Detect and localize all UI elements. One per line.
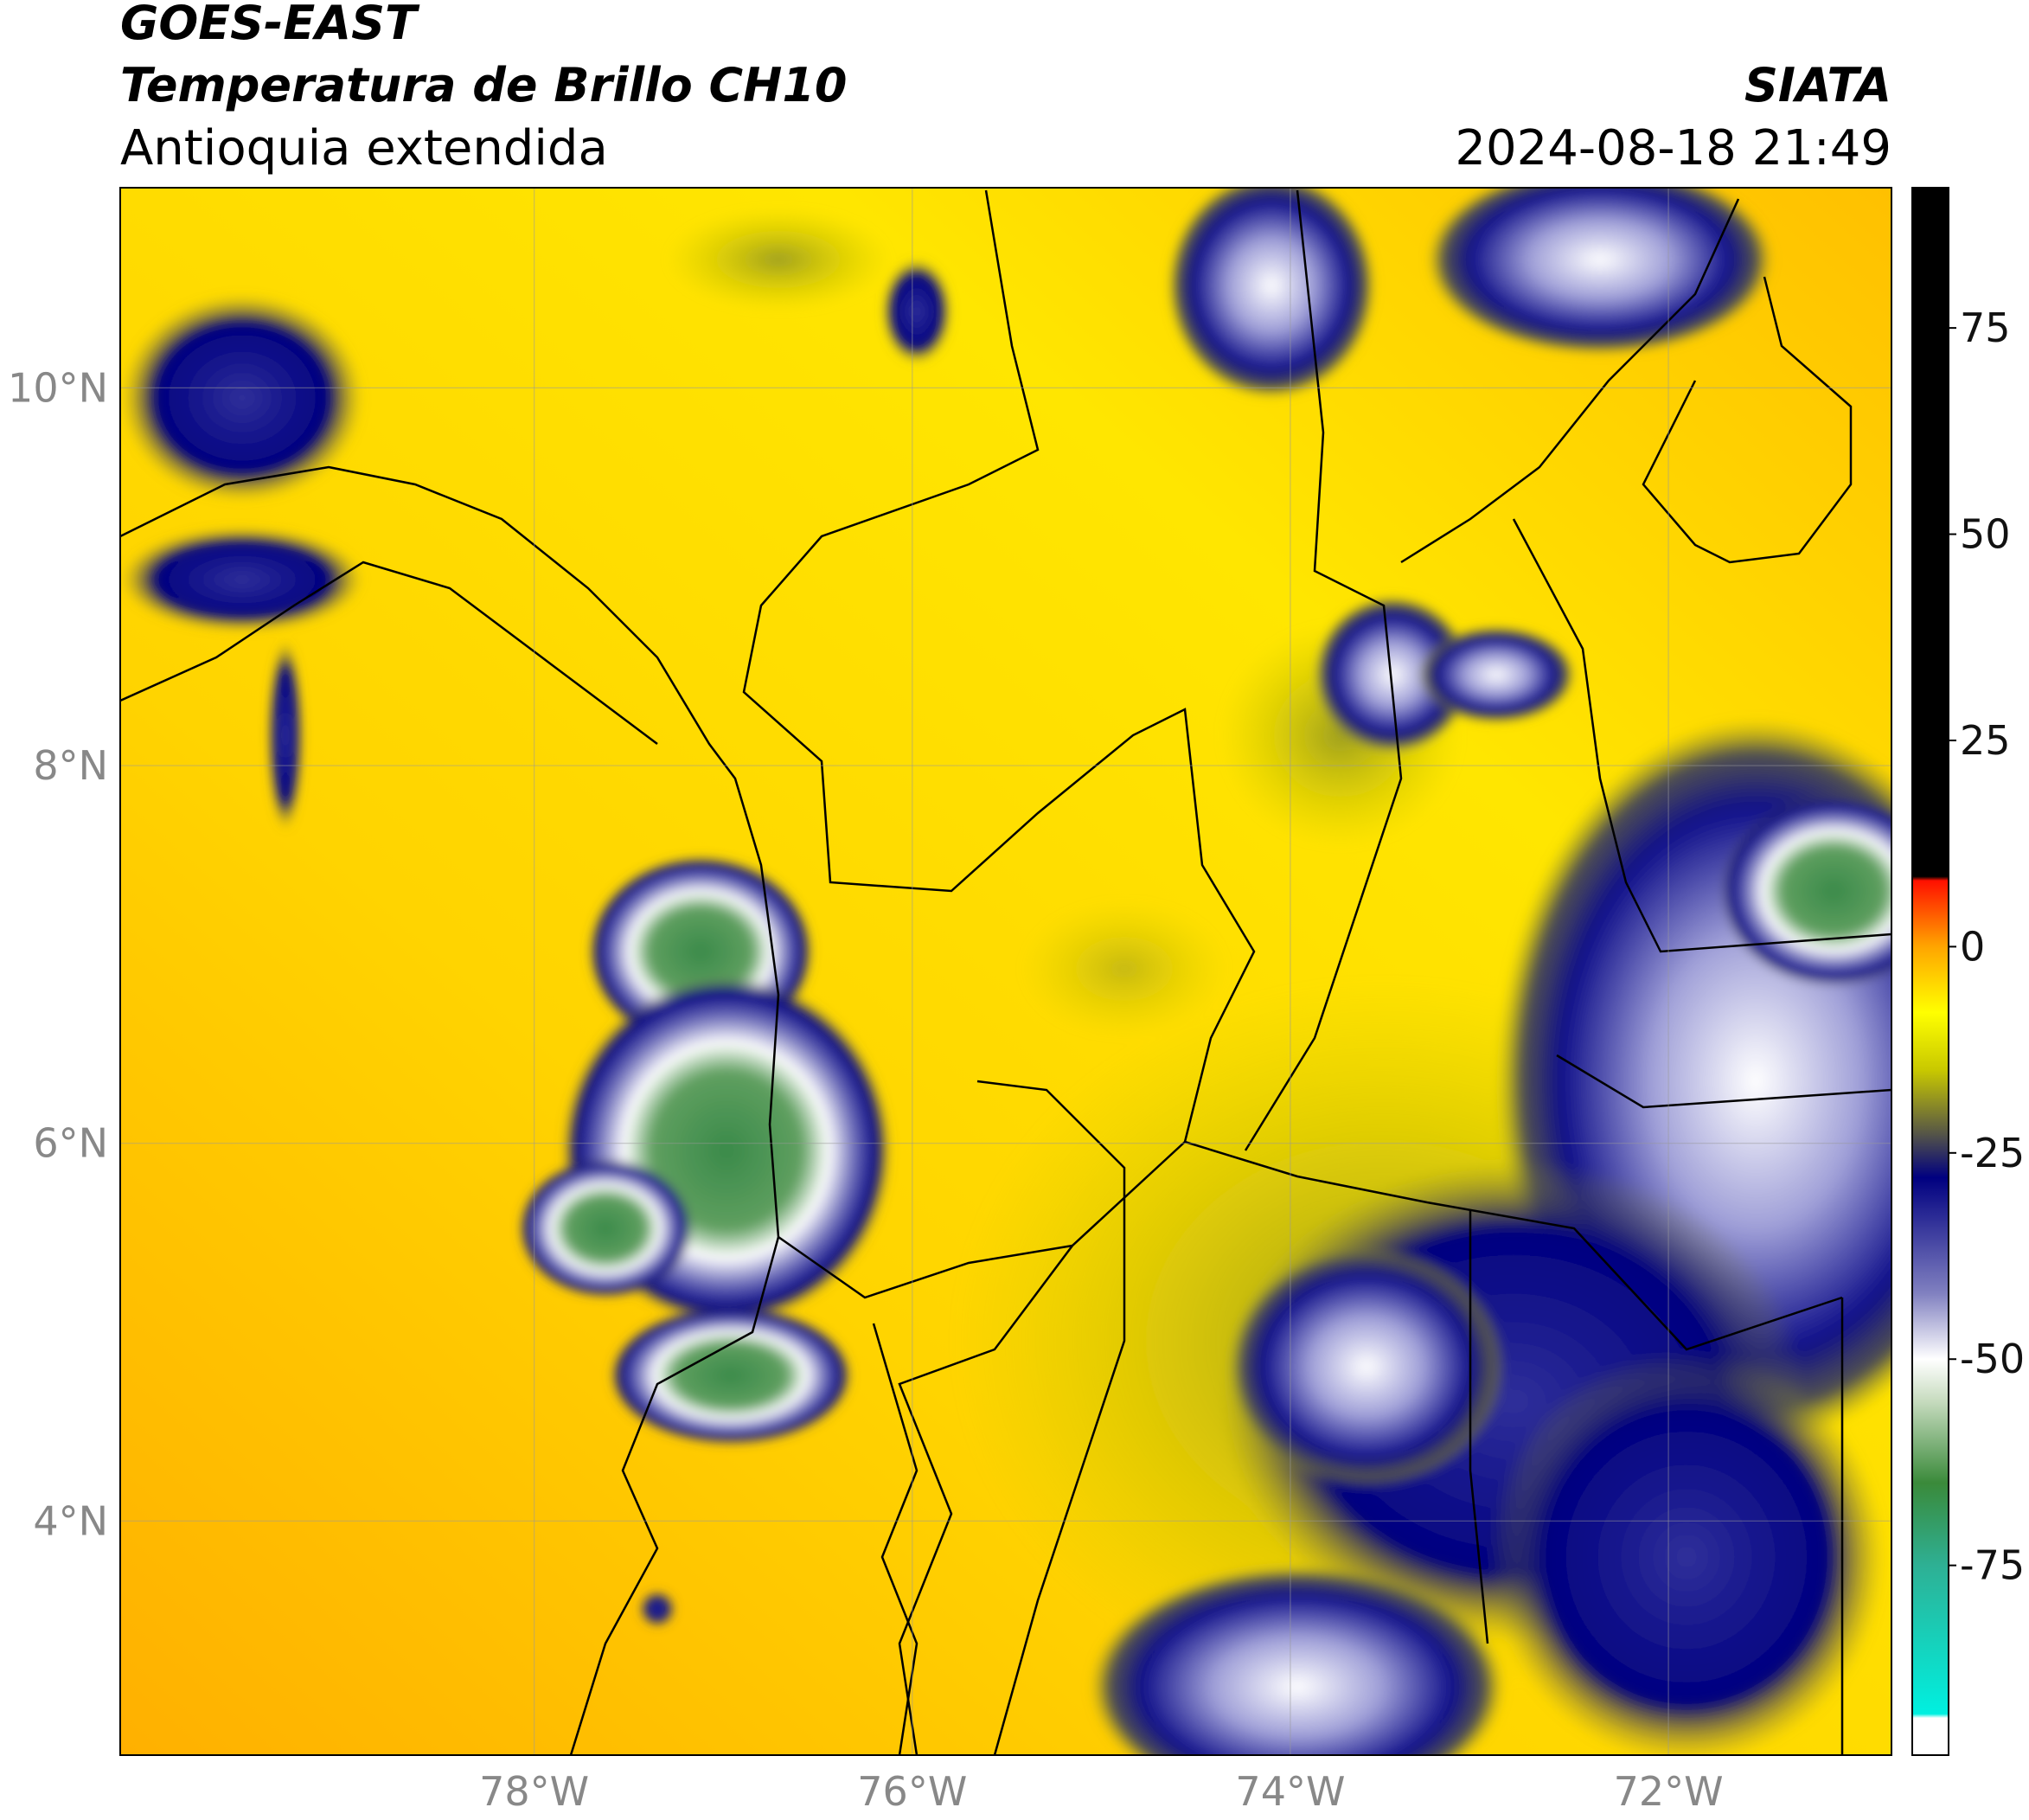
region: Antioquia extendida xyxy=(120,120,608,176)
y-tick-label: 6°N xyxy=(33,1120,108,1167)
x-tick-label: 74°W xyxy=(1235,1768,1345,1815)
datetime: 2024-08-18 21:49 xyxy=(1455,120,1891,176)
x-tick-label: 72°W xyxy=(1614,1768,1724,1815)
grid xyxy=(120,188,1891,1755)
y-tick-label: 10°N xyxy=(8,364,108,411)
x-tick-label: 76°W xyxy=(857,1768,967,1815)
colorbar-tick-label: 0 xyxy=(1960,923,1985,970)
colorbar-tick-label: 25 xyxy=(1960,717,2011,764)
colorbar-tick-label: -75 xyxy=(1960,1542,2025,1589)
colorbar xyxy=(1911,187,1949,1756)
source: SIATA xyxy=(1744,58,1891,112)
y-tick-label: 4°N xyxy=(33,1497,108,1544)
map-frame xyxy=(119,187,1892,1756)
colorbar-tick-label: 50 xyxy=(1960,511,2011,558)
y-tick-label: 8°N xyxy=(33,742,108,789)
map-imagery xyxy=(120,188,1891,1755)
x-tick-label: 78°W xyxy=(479,1768,589,1815)
title: GOES-EAST xyxy=(120,0,420,50)
colorbar-tick-label: -25 xyxy=(1960,1130,2025,1176)
colorbar-tick-label: 75 xyxy=(1960,304,2011,351)
subtitle: Temperatura de Brillo CH10 xyxy=(120,58,848,112)
colorbar-tick-label: -50 xyxy=(1960,1336,2025,1382)
